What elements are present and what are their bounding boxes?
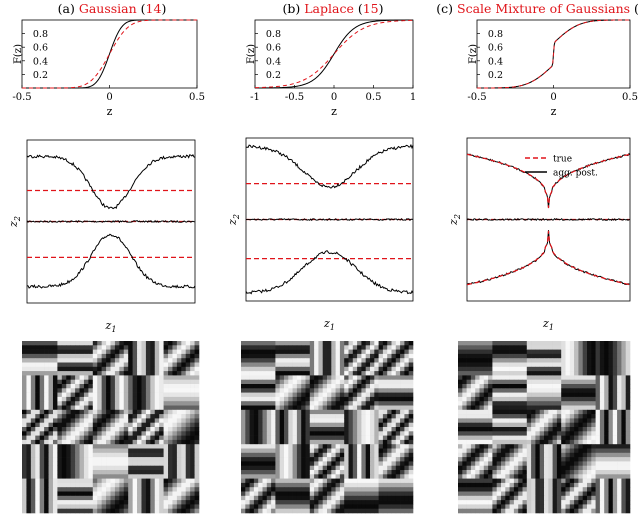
aggregate-upper-envelope [26,154,196,210]
cdf-xtick-label: 0.5 [622,92,638,103]
posterior-ylabel: z2 [447,214,462,226]
cdf-ylabel: F(z) [13,44,24,64]
posterior-ylabel: z2 [226,214,241,226]
title-a: (a) Gaussian (14) [58,1,167,16]
legend-true-label: true [553,155,572,165]
true-upper-envelope [466,153,631,209]
aggregate-center-line [26,219,196,224]
cdf-aggregate-curve [22,19,197,89]
cdf-xtick-label: -0.5 [285,92,304,103]
cdf-xtick-label: -0.5 [12,92,31,103]
posterior-ylabel: z2 [7,216,22,228]
cdf-ytick-label: 0.6 [488,43,503,54]
cdf-ytick-label: 0.2 [33,70,48,81]
filter-image-a [22,341,200,514]
cdf-ytick-label: 0.6 [266,43,281,54]
cdf-ytick-label: 0.4 [266,56,281,67]
cdf-ytick-label: 0.8 [33,29,48,40]
cdf-ylabel: F(z) [246,44,257,64]
cdf-ytick-label: 0.8 [266,29,281,40]
aggregate-lower-envelope [466,230,631,286]
cdf-xtick-label: -0.5 [467,92,486,103]
cdf-plot-a: -0.5 0 0.5 0.2 0.4 0.6 0.8 z F(z) [12,19,205,118]
cdf-xtick-label: 0.5 [366,92,382,103]
cdf-xtick-label: 0 [106,92,112,103]
filter-image-b [241,341,414,514]
aggregate-lower-envelope [245,250,414,295]
true-lower-envelope [466,230,631,286]
cdf-ylabel: F(z) [468,44,479,64]
cdf-true-curve [22,19,197,89]
cdf-xtick-label: -1 [250,92,260,103]
cdf-aggregate-curve [255,19,413,89]
posterior-plot-b: z1 z2 [226,137,414,332]
cdf-ytick-label: 0.4 [488,56,503,67]
cdf-xtick-label: 0.5 [189,92,205,103]
posterior-xlabel: z1 [542,317,554,332]
posterior-xlabel: z1 [323,317,335,332]
posterior-plot-a: z1 z2 [7,139,196,334]
title-c: (c) Scale Mixture of Gaussians (16) [436,1,640,16]
cdf-ytick-label: 0.4 [33,56,48,67]
posterior-xlabel: z1 [105,319,117,334]
cdf-plot-b: -1 -0.5 0 0.5 1 0.2 0.4 0.6 0.8 z F(z) [246,19,416,118]
cdf-true-curve [477,19,630,89]
legend-agg-label: agg. post. [553,169,598,179]
aggregate-center-line [466,217,631,222]
aggregate-lower-envelope [26,233,196,289]
cdf-xlabel: z [107,105,113,118]
filter-image-c [458,341,631,514]
aggregate-upper-envelope [466,152,631,208]
cdf-ytick-label: 0.2 [266,70,281,81]
cdf-ytick-label: 0.6 [33,43,48,54]
title-b: (b) Laplace (15) [283,1,384,16]
cdf-xtick-label: 0 [331,92,337,103]
aggregate-center-line [245,217,414,222]
cdf-ytick-label: 0.2 [488,70,503,81]
cdf-xtick-label: 1 [410,92,416,103]
cdf-plots: -0.5 0 0.5 0.2 0.4 0.6 0.8 z F(z) -1 -0.5 0 0.5 1 0.2 0… [12,19,638,118]
filter-images [22,341,631,514]
cdf-xlabel: z [331,105,337,118]
cdf-xlabel: z [551,105,557,118]
posterior-plot-c: z1 z2 true agg. post. [447,137,631,332]
scatter-plots: z1 z2 z1 z2 z1 z2 true agg. post. [7,137,631,334]
cdf-plot-c: -0.5 0 0.5 0.2 0.4 0.6 0.8 z F(z) [467,19,638,118]
aggregate-upper-envelope [245,143,414,189]
cdf-ytick-label: 0.8 [488,29,503,40]
cdf-xtick-label: 0 [550,92,556,103]
